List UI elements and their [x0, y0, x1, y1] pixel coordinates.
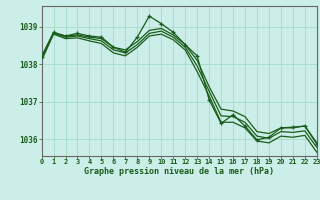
X-axis label: Graphe pression niveau de la mer (hPa): Graphe pression niveau de la mer (hPa)	[84, 167, 274, 176]
